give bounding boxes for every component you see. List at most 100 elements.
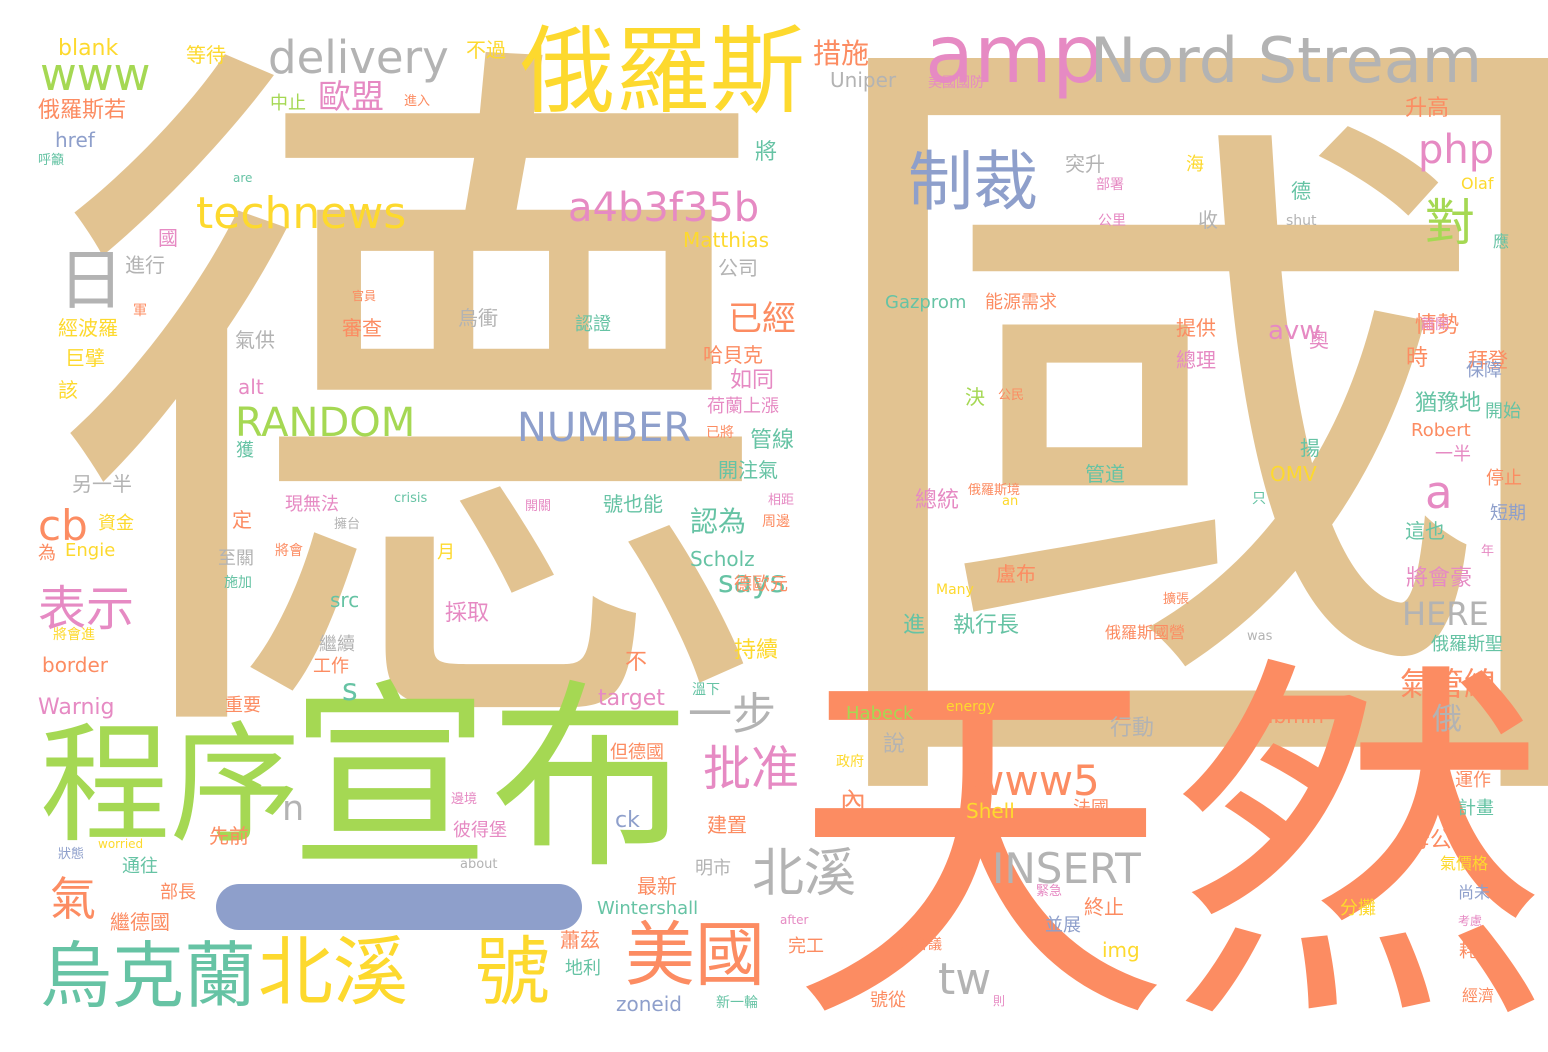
word: Uniper [830,68,897,92]
word: 天然 [790,628,1548,1052]
word: 等待 [186,43,226,67]
word: 尚未 [1458,883,1491,902]
word: 保障 [1466,360,1502,381]
word: 耗資 [1459,941,1495,962]
word: 開關 [525,499,552,514]
word: 措施 [813,37,870,70]
word: 突升 [1065,152,1105,176]
word: 則 [993,994,1006,1008]
word: 公里 [1098,213,1126,229]
word: 蕭茲 [560,928,600,952]
word: 俄羅斯境 [968,483,1021,498]
word: 應 [1493,232,1510,251]
word: 進入 [404,94,431,109]
word: shut [1286,213,1317,229]
word: 國 [158,226,178,250]
word: 管道 [1085,462,1125,486]
word: HERE [1402,595,1489,633]
word: 能源需求 [985,292,1057,313]
word: 進行 [125,253,165,277]
word: was [1247,629,1273,644]
word: Gazprom [885,292,967,313]
word: 盧布 [996,562,1036,586]
word: 官員 [352,289,377,303]
word: 溫下 [692,682,720,698]
word: www [40,48,151,101]
word: 執行長 [953,613,1020,638]
word: 離開 [1421,317,1449,333]
word: 國 [800,0,1548,913]
word: 德 [1291,179,1311,203]
word: avw [1268,316,1321,346]
word: 軍 [133,303,147,319]
word: 母公司 [1408,828,1475,853]
word: 認為 [690,505,747,538]
word: tw [938,954,992,1005]
word: 不 [625,650,648,675]
word: 如同 [730,368,775,393]
word: 停止 [1486,468,1522,489]
word: 新一輪 [716,995,758,1011]
word: says [718,565,786,600]
word: 一步 [688,689,776,740]
word: 審查 [342,316,382,340]
word: 繼續 [319,634,355,655]
word: 收 [1198,208,1218,232]
word: Many [936,582,974,598]
word: 急會議 [900,937,942,953]
word: 總理 [1176,348,1216,372]
word: 為 [38,543,56,564]
word: 先前 [209,824,249,848]
word: 沒 [1439,742,1457,763]
word: 批准 [703,741,800,797]
word: 施加 [224,575,252,591]
word: ck [615,808,640,833]
word: a4b3f35b [568,185,760,231]
word: INSERT [992,844,1141,893]
word: 建置 [707,813,747,837]
word: border [42,653,109,677]
word: 至關 [218,548,254,569]
word: s [342,673,358,708]
word: 重要 [225,695,261,716]
word: 運作 [1455,770,1491,791]
word: Lubmin [1250,704,1324,728]
word: n [282,789,305,829]
word: Habeck [846,703,914,724]
word: Scholz [690,547,755,571]
word: 行動 [1110,716,1155,741]
word: technews [196,188,407,239]
word: 管線 [750,428,795,453]
word: 揚 [1300,436,1320,460]
word: 荷蘭上漲 [707,396,779,417]
word: 提供 [1176,316,1216,340]
word: 氣 [50,872,96,926]
word: target [598,686,665,711]
word: href [55,128,95,152]
word: 升高 [1405,96,1450,121]
word: 部署 [1096,177,1124,193]
word: 氣管線 [1400,665,1497,703]
word: 進 [903,613,926,638]
word: 持續 [734,638,779,663]
word: src [330,588,360,612]
word: 開始 [1485,401,1521,422]
word: Robert [1411,420,1471,441]
word: 考慮 [1458,914,1483,928]
word: 表示 [38,581,135,637]
word: 短期 [1490,503,1526,524]
word: Matthias [683,228,770,252]
word: 烏克蘭 [40,934,257,1018]
word: RANDOM [235,400,416,446]
word: are [233,171,253,185]
word: 說 [883,732,906,757]
word: 獲 [236,440,254,461]
word: 德歐元 [734,574,788,595]
word: 俄羅斯 [520,17,806,127]
word: 周邊 [762,514,790,530]
word: 採取 [445,601,490,626]
word: 彼得堡 [453,820,507,841]
word: 終止 [1084,895,1124,919]
word: 月 [437,542,455,563]
